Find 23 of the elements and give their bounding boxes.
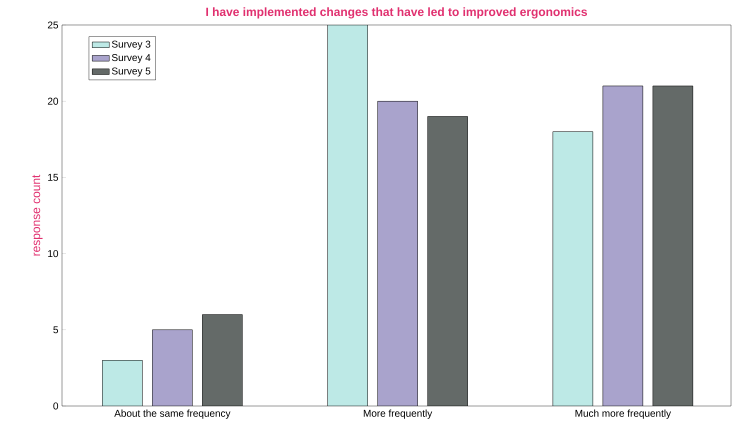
- bar: [327, 24, 368, 406]
- bar: [102, 360, 143, 406]
- legend-label: Survey 3: [112, 40, 150, 50]
- bar: [152, 330, 193, 406]
- bar: [377, 100, 418, 406]
- y-tick-label: 25: [48, 21, 58, 29]
- y-tick-label: 10: [48, 250, 58, 258]
- bar: [202, 314, 243, 406]
- bar: [602, 86, 644, 406]
- x-tick-label: About the same frequency: [114, 410, 230, 419]
- x-tick-label: More frequently: [364, 410, 432, 419]
- chart-title: I have implemented changes that have led to improved ergonomics: [206, 7, 588, 18]
- y-tick-label: 0: [53, 402, 58, 410]
- bar: [652, 86, 694, 406]
- bar: [552, 131, 594, 406]
- y-tick-label: 15: [48, 174, 58, 181]
- x-tick-label: Much more frequently: [576, 410, 672, 419]
- legend-label: Survey 5: [112, 67, 150, 76]
- bar: [427, 116, 468, 406]
- legend-label: Survey 4: [112, 54, 150, 64]
- y-tick-label: 20: [48, 98, 58, 105]
- y-tick-label: 5: [53, 326, 58, 334]
- y-axis-title: response count: [32, 174, 43, 256]
